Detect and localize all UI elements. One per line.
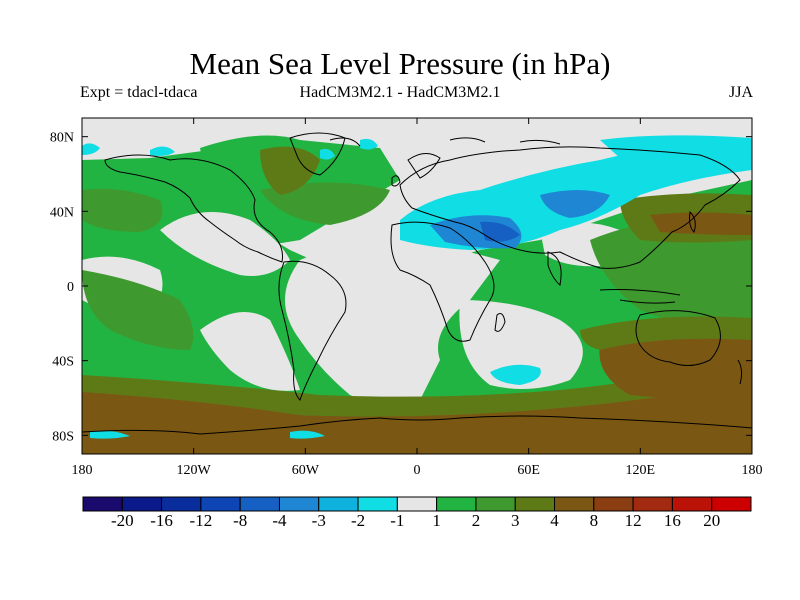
- season-label: JJA: [728, 84, 753, 101]
- pressure-field: [82, 118, 752, 454]
- field-brown-australia: [599, 333, 752, 400]
- coast-antarctica: [82, 415, 752, 435]
- field-gray-east-pacific: [160, 212, 290, 276]
- coastlines: [82, 132, 752, 435]
- field-cyan-arctic-east: [600, 135, 752, 159]
- field-darkgreen-north-pacific: [82, 188, 163, 232]
- x-tick-label: 120E: [626, 463, 656, 478]
- coast-eurasia: [399, 146, 741, 269]
- colorbar-swatch: [200, 496, 241, 512]
- colorbar-label: -2: [351, 511, 365, 530]
- colorbar-label: -20: [111, 511, 134, 530]
- field-cyan-arctic-canada: [150, 146, 175, 156]
- colorbar-swatch: [711, 496, 752, 512]
- colorbar-swatch: [357, 496, 398, 512]
- coast-australia: [635, 310, 721, 366]
- colorbar-swatch: [121, 496, 163, 512]
- field-olive-southern-ocean: [82, 360, 752, 417]
- model-label: HadCM3M2.1 - HadCM3M2.1: [299, 84, 501, 101]
- x-tick-label: 60E: [517, 463, 540, 478]
- coast-arctic-islands: [329, 137, 561, 147]
- field-cyan-antarctic-atlantic: [290, 430, 325, 439]
- coast-africa: [390, 221, 495, 342]
- map-axes: 180 120W 60W 0 60E 120E 180 80N 40N 0 40S 80S: [50, 118, 763, 478]
- colorbar-swatch: [82, 496, 123, 512]
- field-cyan-antarctic-west: [90, 430, 130, 439]
- x-tick-label: 60W: [292, 463, 320, 478]
- field-darkblue-arabia: [480, 221, 520, 242]
- colorbar-label: 16: [664, 511, 681, 530]
- field-darkgreen-pacific-east: [82, 270, 194, 350]
- map-title: Mean Sea Level Pressure (in hPa): [189, 46, 611, 81]
- colorbar-label: -1: [390, 511, 404, 530]
- colorbar-label: 20: [703, 511, 720, 530]
- coast-north-america: [104, 154, 283, 263]
- colorbar-swatch: [161, 496, 202, 512]
- colorbar-label: 12: [625, 511, 642, 530]
- field-gray-indian-ocean: [459, 300, 583, 389]
- field-darkgreen-pacific-west: [590, 210, 752, 340]
- field-cyan-greenland: [320, 148, 335, 160]
- field-cyan-scandinavia: [360, 138, 378, 150]
- colorbar-label: 8: [590, 511, 599, 530]
- colorbar-label: -12: [190, 511, 213, 530]
- colorbar: -20 -16 -12 -8 -4 -3 -2 -1 1 2 3 4 8 12 16 20: [82, 496, 752, 530]
- field-gray-arctic: [82, 118, 752, 150]
- colorbar-swatch: [278, 496, 320, 512]
- colorbar-swatch: [671, 496, 713, 512]
- x-tick-label: 180: [742, 463, 763, 478]
- coast-india: [547, 251, 562, 286]
- field-brown-south-pacific: [82, 418, 230, 454]
- field-gray-south-pacific: [200, 312, 300, 391]
- colorbar-swatch: [475, 496, 516, 512]
- colorbar-label: 1: [432, 511, 441, 530]
- field-cyan-arctic-west: [82, 143, 100, 155]
- field-brown-southern-ocean: [82, 375, 752, 454]
- y-tick-label: 40S: [52, 355, 74, 370]
- y-tick-label: 80S: [52, 429, 74, 444]
- x-tick-label: 120W: [177, 463, 212, 478]
- field-brown-west-pacific: [650, 212, 752, 235]
- colorbar-label: -8: [233, 511, 247, 530]
- y-tick-label: 0: [67, 280, 74, 295]
- field-blue-central-asia: [540, 190, 610, 218]
- experiment-label: Expt = tdacl-tdaca: [80, 84, 198, 101]
- field-cyan-indian-south: [490, 364, 541, 385]
- colorbar-swatch: [318, 496, 359, 512]
- coast-south-america: [278, 260, 347, 401]
- field-darkgreen-atlantic: [260, 182, 390, 225]
- colorbar-label: -4: [272, 511, 287, 530]
- colorbar-swatch: [554, 496, 595, 512]
- y-tick-label: 40N: [50, 205, 74, 220]
- colorbar-label: 4: [550, 511, 559, 530]
- colorbar-label: -3: [312, 511, 326, 530]
- colorbar-label: -16: [150, 511, 173, 530]
- coast-madagascar: [494, 313, 506, 332]
- colorbar-swatch: [239, 496, 280, 512]
- coast-indonesia: [599, 289, 681, 304]
- y-tick-label: 80N: [50, 131, 74, 146]
- x-tick-label: 180: [72, 463, 93, 478]
- colorbar-swatch: [396, 496, 438, 512]
- coast-new-zealand: [737, 359, 743, 385]
- colorbar-label: 2: [472, 511, 481, 530]
- field-olive-australia: [580, 316, 752, 350]
- colorbar-swatch: [632, 496, 673, 512]
- colorbar-swatch: [514, 496, 556, 512]
- x-tick-label: 0: [414, 463, 421, 478]
- colorbar-swatch: [593, 496, 634, 512]
- coast-greenland: [289, 132, 346, 176]
- colorbar-label: 3: [511, 511, 520, 530]
- coast-uk: [391, 175, 401, 187]
- colorbar-swatch: [436, 496, 477, 512]
- coast-scandinavia: [407, 153, 441, 179]
- coast-japan: [689, 210, 696, 233]
- field-gray-tropical-atlantic: [285, 239, 500, 404]
- field-olive-greenland: [260, 146, 320, 195]
